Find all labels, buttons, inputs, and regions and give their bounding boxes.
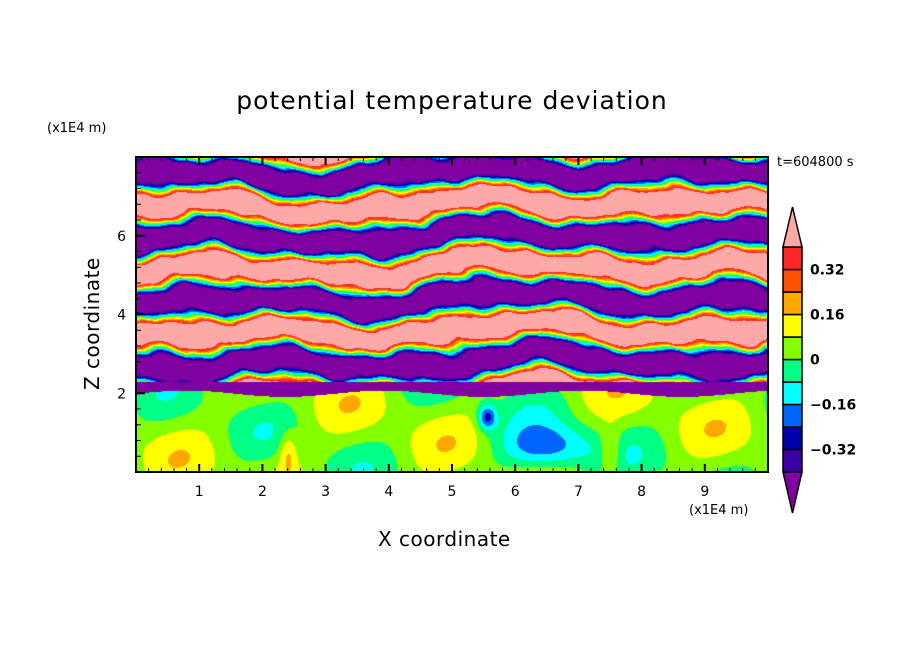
x-axis-label: X coordinate xyxy=(378,527,511,551)
y-unit-label: (x1E4 m) xyxy=(47,121,107,136)
colorbar-label: −0.16 xyxy=(810,398,856,414)
colorbar-box xyxy=(782,426,803,451)
colorbar-box xyxy=(782,268,803,293)
y-tick-label: 2 xyxy=(117,386,126,402)
x-tick-label: 4 xyxy=(384,484,393,500)
colorbar-label: 0 xyxy=(810,353,820,369)
plot-frame xyxy=(135,156,769,473)
colorbar-box xyxy=(782,246,803,271)
y-tick-label: 6 xyxy=(117,229,126,245)
x-tick-label: 1 xyxy=(195,484,204,500)
x-tick-label: 7 xyxy=(574,484,583,500)
x-tick-label: 9 xyxy=(700,484,709,500)
colorbar-box xyxy=(782,291,803,316)
colorbar-box xyxy=(782,313,803,338)
time-label: t=604800 s xyxy=(777,155,854,170)
x-tick-label: 5 xyxy=(448,484,457,500)
colorbar-label: 0.16 xyxy=(810,308,845,324)
chart-title: potential temperature deviation xyxy=(236,86,668,115)
colorbar-upper-extension xyxy=(782,206,803,248)
colorbar-box xyxy=(782,381,803,406)
y-tick-label: 4 xyxy=(117,308,126,324)
colorbar-box xyxy=(782,358,803,383)
colorbar-lower-extension xyxy=(782,471,803,514)
x-tick-label: 6 xyxy=(511,484,520,500)
colorbar-label: 0.32 xyxy=(810,263,845,279)
x-tick-label: 8 xyxy=(637,484,646,500)
x-unit-label: (x1E4 m) xyxy=(689,503,749,518)
x-tick-label: 3 xyxy=(321,484,330,500)
temperature-field-heatmap xyxy=(136,157,768,472)
x-tick-label: 2 xyxy=(258,484,267,500)
colorbar-box xyxy=(782,403,803,428)
colorbar-box xyxy=(782,336,803,361)
colorbar-label: −0.32 xyxy=(810,443,856,459)
colorbar-box xyxy=(782,448,803,473)
